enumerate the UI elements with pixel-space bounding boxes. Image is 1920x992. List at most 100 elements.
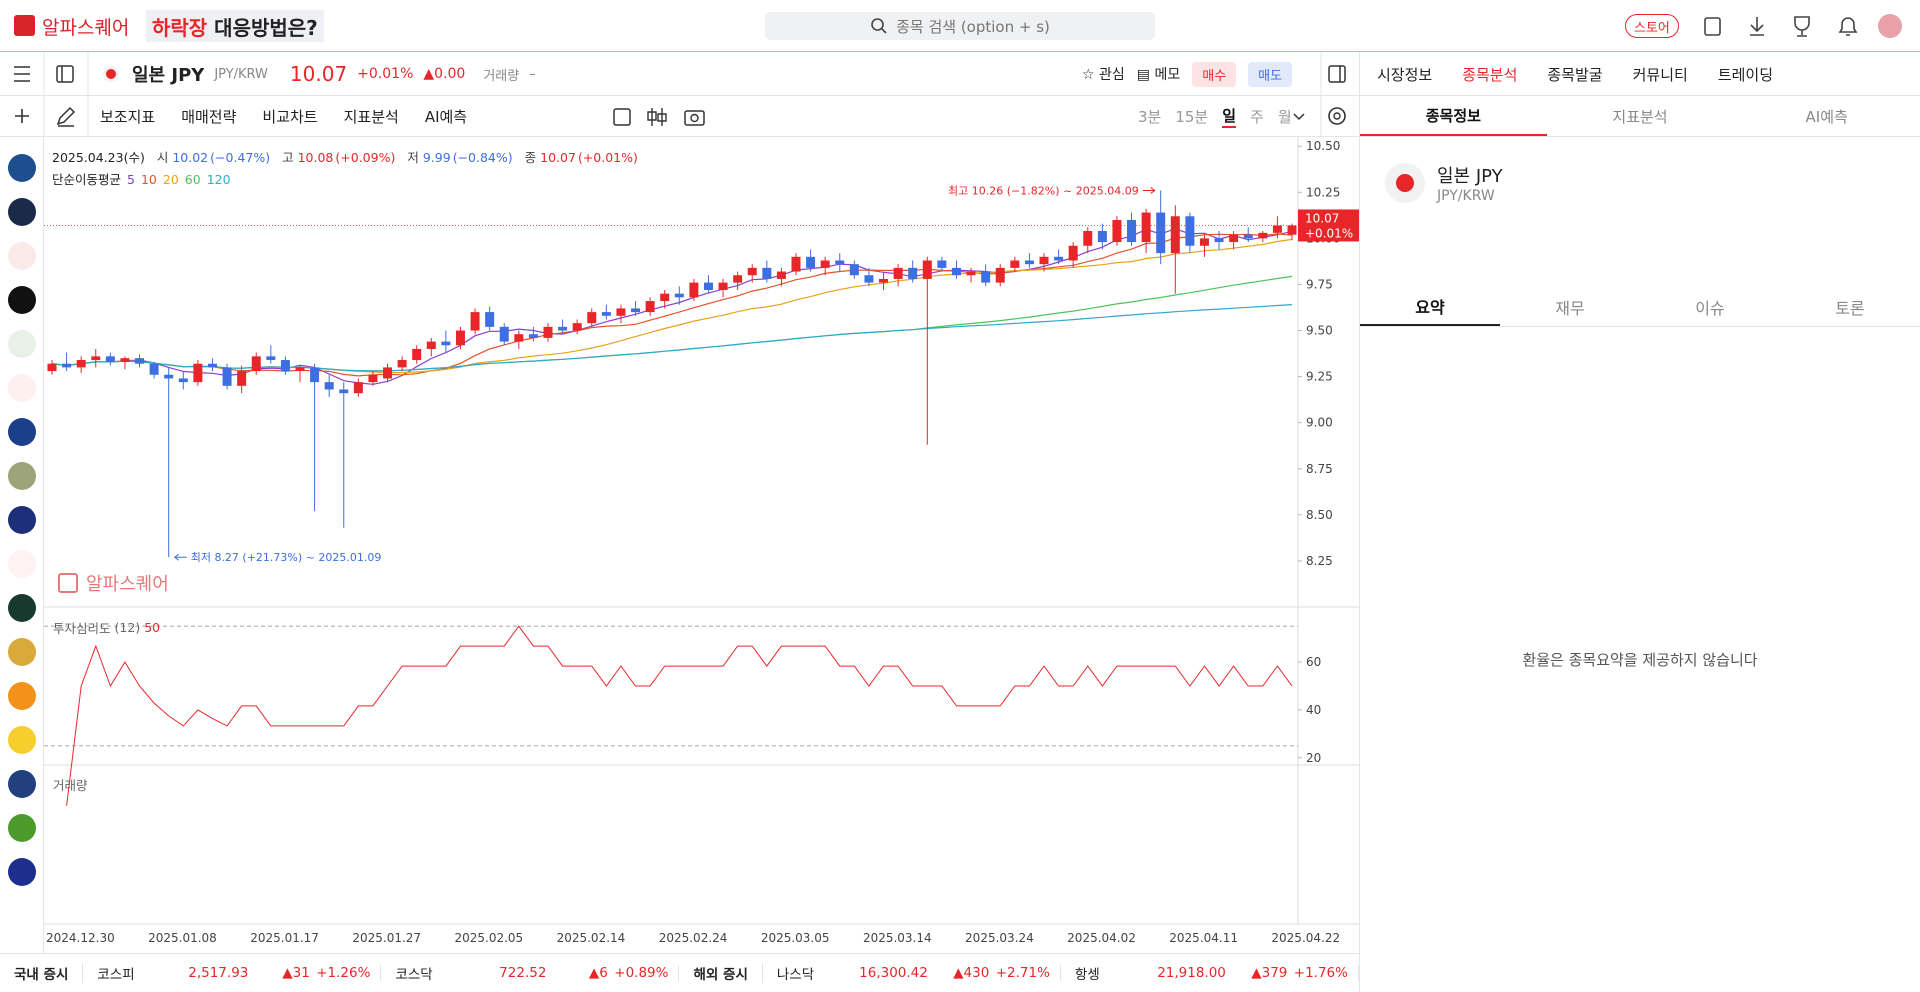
watch-item[interactable] <box>8 242 36 270</box>
candle-body <box>222 367 232 386</box>
panel-subtab[interactable]: 재무 <box>1555 299 1585 318</box>
index-change: ▲430 <box>953 965 990 981</box>
watch-item[interactable] <box>8 374 36 402</box>
candle-body <box>1054 256 1064 261</box>
icon-trophy[interactable] <box>1794 16 1810 37</box>
candle-body <box>383 367 393 379</box>
candle-body <box>1097 231 1107 243</box>
tool[interactable]: 지표분석 <box>343 108 399 126</box>
candle-icon[interactable] <box>647 108 667 126</box>
candle-body <box>572 323 582 331</box>
candle-body <box>733 275 743 283</box>
nav-item[interactable]: 종목발굴 <box>1547 65 1603 84</box>
candle-body <box>908 267 918 279</box>
panel-tab[interactable]: 종목정보 <box>1360 96 1547 136</box>
search-box[interactable]: 종목 검색 (option + s) <box>765 12 1155 40</box>
memo-button[interactable]: ▤ 메모 <box>1136 67 1181 83</box>
watch-item[interactable] <box>8 198 36 226</box>
index-pct: +1.76% <box>1287 965 1359 981</box>
flag <box>106 69 116 79</box>
period[interactable]: 3분 <box>1138 108 1162 126</box>
volume-label: 거래량 <box>483 68 520 84</box>
candle-body <box>47 363 57 372</box>
candle-body <box>966 271 976 276</box>
layout-icon[interactable] <box>613 108 631 126</box>
nav-item[interactable]: 트레이딩 <box>1717 65 1774 84</box>
panel-tab[interactable]: 지표분석 <box>1612 107 1668 126</box>
logo[interactable]: 알파스퀘어 <box>42 16 130 39</box>
avatar[interactable] <box>1878 14 1902 38</box>
watch-item[interactable] <box>8 462 36 490</box>
panel-toggle[interactable] <box>1328 65 1346 83</box>
sidebar-toggle[interactable] <box>56 65 74 83</box>
candle-body <box>951 267 961 276</box>
candle-body <box>791 256 801 272</box>
icon-download[interactable] <box>1750 17 1764 36</box>
candle-body <box>558 326 568 331</box>
watch-item[interactable] <box>8 638 36 666</box>
camera-icon[interactable] <box>684 110 705 126</box>
period[interactable]: 15분 <box>1175 108 1209 126</box>
candle-body <box>76 360 86 368</box>
index-pct: +2.71% <box>989 965 1061 981</box>
candle-body <box>922 260 932 279</box>
watch-item[interactable] <box>8 594 36 622</box>
watch-item[interactable] <box>8 550 36 578</box>
y-tick-label: 10.50 <box>1306 139 1340 153</box>
watch-button[interactable]: ☆ 관심 <box>1082 67 1125 83</box>
candle-body <box>747 267 757 276</box>
logo-icon[interactable] <box>14 15 35 36</box>
x-tick-label: 2024.12.30 <box>46 931 115 945</box>
banner[interactable]: 하락장 대응방법은? <box>146 10 324 42</box>
more-periods[interactable] <box>1293 113 1305 121</box>
draw-icon[interactable] <box>56 106 76 127</box>
period[interactable]: 월 <box>1277 108 1292 126</box>
nav-item[interactable]: 시장정보 <box>1377 65 1433 84</box>
tool[interactable]: 매매전략 <box>181 108 237 126</box>
watch-item[interactable] <box>8 330 36 358</box>
sell-button[interactable]: 매도 <box>1248 61 1293 87</box>
period[interactable]: 주 <box>1250 108 1264 126</box>
candle-body <box>207 363 217 368</box>
panel-flag <box>1385 163 1425 203</box>
panel-subtab[interactable]: 토론 <box>1835 299 1865 318</box>
menu-icon[interactable] <box>14 66 30 82</box>
watch-item[interactable] <box>8 770 36 798</box>
watch-item[interactable] <box>8 418 36 446</box>
watch-item[interactable] <box>8 726 36 754</box>
tool[interactable]: AI예측 <box>424 108 468 126</box>
settings-icon[interactable] <box>1328 107 1346 125</box>
ohlc-pct: (−0.47%) <box>210 150 271 165</box>
candle-body <box>353 382 363 394</box>
store-button[interactable]: 스토어 <box>1625 14 1679 38</box>
tool[interactable]: 보조지표 <box>100 108 156 126</box>
icon-ledger[interactable] <box>1704 17 1721 36</box>
watch-item[interactable] <box>8 286 36 314</box>
buy-button[interactable]: 매수 <box>1192 61 1237 87</box>
candle-body <box>470 312 480 331</box>
tool[interactable]: 비교차트 <box>262 108 318 126</box>
panel-subtab[interactable]: 요약 <box>1360 288 1500 326</box>
nav-item[interactable]: 종목분석 <box>1462 65 1518 84</box>
nav-item[interactable]: 커뮤니티 <box>1632 65 1688 84</box>
indicator-value: 50 <box>144 619 161 635</box>
watch-item[interactable] <box>8 814 36 842</box>
watch-item[interactable] <box>8 682 36 710</box>
search-icon <box>871 18 887 34</box>
stock-bar: 일본 JPY JPY/KRW 10.07 +0.01% ▲0.00 거래량 – … <box>0 52 1920 96</box>
right-panel: 종목정보 지표분석 AI예측 일본 JPY JPY/KRW 요약 재무 이슈 토론 환율은… <box>1359 52 1920 992</box>
ohlc-label: 시 <box>156 150 169 165</box>
periods: 3분 15분 일 주 월 <box>1138 96 1292 137</box>
icon-bell[interactable] <box>1838 17 1858 36</box>
panel-tab[interactable]: AI예측 <box>1805 107 1848 126</box>
candle-body <box>1010 260 1020 268</box>
watch-item[interactable] <box>8 858 36 886</box>
watch-item[interactable] <box>8 154 36 182</box>
watch-item[interactable] <box>8 506 36 534</box>
watermark: 알파스퀘어 <box>58 570 169 596</box>
period[interactable]: 일 <box>1222 105 1237 128</box>
candle-body <box>1272 225 1282 233</box>
panel-subtab[interactable]: 이슈 <box>1695 299 1725 318</box>
add-icon[interactable] <box>15 109 29 123</box>
panel-subtabs: 요약 재무 이슈 토론 <box>1360 288 1920 327</box>
